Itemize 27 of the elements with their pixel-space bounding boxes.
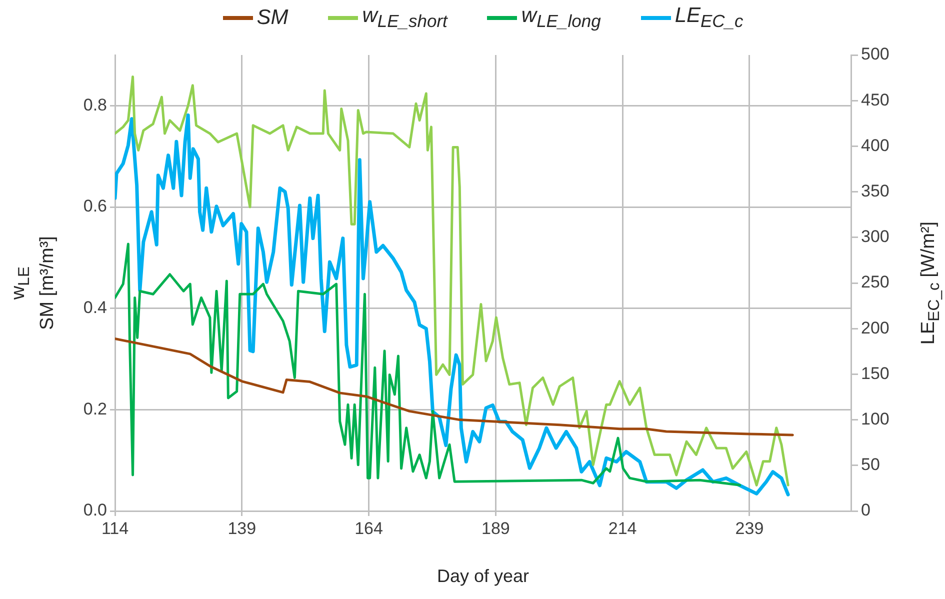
x-tick-label: 139 [228,518,256,538]
y2-tick-label: 400 [861,136,890,155]
y2-tick-label: 100 [861,409,890,428]
x-tick-label: 189 [482,518,510,538]
x-tick-label: 214 [608,518,637,538]
y-tick-label: 0.2 [83,399,107,418]
y2-tick-label: 500 [861,44,890,64]
x-tick-label: 239 [735,518,764,538]
y2-tick-label: 250 [861,272,890,292]
x-tick-label: 164 [354,518,383,538]
y2-tick-label: 0 [861,500,870,520]
x-axis-title: Day of year [436,566,530,587]
y2-tick-label: 300 [861,227,890,246]
y-tick-label: 0.0 [83,500,107,520]
legend-label: LE$_{EC_c}$ [674,4,744,32]
y2-tick-label: 150 [861,364,890,383]
y2-tick-label: 350 [861,181,890,200]
y2-tick-label: 450 [861,90,890,110]
y-tick-label: 0.4 [83,298,107,318]
legend-label: w$_{LE_long}$ [521,4,601,32]
y2-tick-label: 50 [861,455,880,474]
y2-tick-label: 200 [861,318,890,338]
y-tick-label: 0.6 [83,196,107,216]
legend-label: w$_{LE_short}$ [362,4,448,32]
y-tick-label: 0.8 [83,95,107,114]
x-tick-label: 114 [101,518,129,538]
legend-label: SM [256,6,288,30]
